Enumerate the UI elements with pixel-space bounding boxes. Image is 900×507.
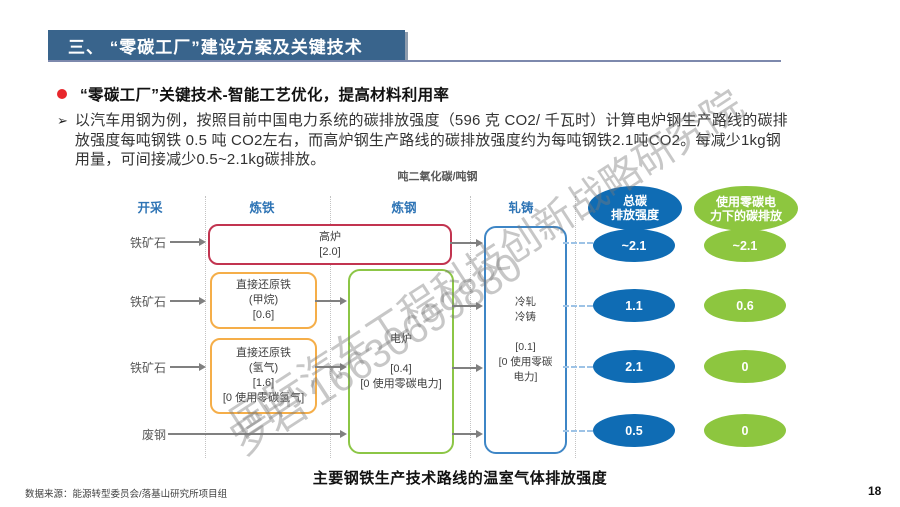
value-ellipse-zero-row1: ~2.1	[704, 229, 786, 262]
value-ellipse-total-row4: 0.5	[593, 414, 675, 447]
process-box-blast-furnace: 高炉 [2.0]	[208, 224, 452, 265]
diagram-caption: 主要钢铁生产技术路线的温室气体排放强度	[312, 470, 608, 487]
dashed-connector	[563, 430, 593, 432]
dashed-connector	[563, 305, 593, 307]
key-tech-heading-row: “零碳工厂”关键技术-智能工艺优化，提高材料利用率	[57, 83, 449, 105]
paragraph-line: 以汽车用钢为例，按照目前中国电力系统的碳排放强度（596 克 CO2/ 千瓦时）…	[74, 112, 788, 129]
value-ellipse-total-row1: ~2.1	[593, 229, 675, 262]
header-ellipse-zero-carbon: 使用零碳电 力下的碳排放	[694, 186, 798, 231]
flow-arrow	[452, 302, 483, 309]
key-tech-heading: “零碳工厂”关键技术-智能工艺优化，提高材料利用率	[80, 87, 450, 104]
stage-header-steelmaking: 炼钢	[391, 201, 417, 215]
row-label-iron-ore-1: 铁矿石	[129, 236, 166, 250]
column-separator	[330, 196, 331, 458]
flow-arrow	[168, 430, 347, 437]
flow-arrow	[170, 363, 206, 370]
paragraph-lines: 以汽车用钢为例，按照目前中国电力系统的碳排放强度（596 克 CO2/ 千瓦时）…	[75, 111, 788, 170]
flow-arrow	[170, 238, 206, 245]
triangle-arrow-bullet-icon: ➢	[57, 113, 68, 128]
flow-arrow	[452, 430, 483, 437]
stage-header-ironmaking: 炼铁	[249, 201, 275, 215]
unit-label: 吨二氧化碳/吨钢	[397, 171, 478, 183]
process-box-electric-arc-furnace: 电炉 [0.4] [0 使用零碳电力]	[348, 269, 454, 454]
value-ellipse-zero-row2: 0.6	[704, 289, 786, 322]
row-label-iron-ore-3: 铁矿石	[129, 361, 166, 375]
stage-header-rolling: 轧铸	[508, 201, 534, 215]
value-ellipse-total-row3: 2.1	[593, 350, 675, 383]
header-ellipse-total-emission: 总碳 排放强度	[588, 186, 682, 230]
flow-arrow	[315, 363, 347, 370]
column-separator	[205, 196, 206, 458]
flow-arrow	[450, 239, 483, 246]
column-separator	[470, 196, 471, 458]
process-box-dri-methane: 直接还原铁 (甲烷) [0.6]	[210, 272, 317, 329]
page-number: 18	[868, 484, 882, 498]
process-box-cold-rolling-casting: 冷轧 冷铸 [0.1] [0 使用零碳 电力]	[484, 226, 567, 454]
paragraph-line: 放强度每吨钢铁 0.5 吨 CO2左右，而高炉钢生产路线的碳排放强度约为每吨钢铁…	[74, 131, 781, 149]
flow-arrow	[315, 297, 347, 304]
column-separator	[575, 196, 576, 458]
dashed-connector	[563, 366, 593, 368]
row-label-iron-ore-2: 铁矿石	[129, 295, 166, 309]
value-ellipse-zero-row3: 0	[704, 350, 786, 383]
title-underline	[48, 60, 781, 62]
data-source-note: 数据来源：能源转型委员会/落基山研究所项目组	[25, 489, 228, 500]
body-paragraph: ➢ 以汽车用钢为例，按照目前中国电力系统的碳排放强度（596 克 CO2/ 千瓦…	[57, 111, 877, 170]
slide-title: 三、 “零碳工厂”建设方案及关键技术	[68, 37, 363, 57]
row-label-scrap-steel: 废钢	[141, 428, 166, 442]
value-ellipse-zero-row4: 0	[704, 414, 786, 447]
slide-title-bar: 三、 “零碳工厂”建设方案及关键技术	[48, 30, 405, 60]
flow-arrow	[452, 364, 483, 371]
value-ellipse-total-row2: 1.1	[593, 289, 675, 322]
dashed-connector	[563, 242, 593, 244]
paragraph-line: 用量，可间接减少0.5~2.1kg碳排放。	[74, 151, 326, 168]
red-bullet-icon	[57, 89, 67, 99]
flow-arrow	[170, 297, 206, 304]
stage-header-mining: 开采	[137, 201, 163, 215]
process-box-dri-hydrogen: 直接还原铁 (氢气) [1.6] [0 使用零碳氢气]	[210, 338, 317, 414]
